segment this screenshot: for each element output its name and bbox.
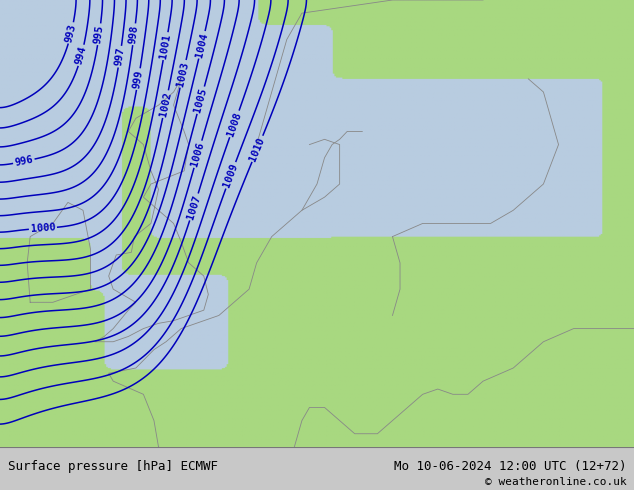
- Text: 1001: 1001: [158, 33, 172, 59]
- Text: 1008: 1008: [226, 110, 243, 137]
- Text: 1002: 1002: [158, 91, 173, 118]
- Text: 997: 997: [113, 47, 126, 67]
- Text: 999: 999: [132, 69, 145, 89]
- Text: 1004: 1004: [194, 31, 210, 58]
- Text: Surface pressure [hPa] ECMWF: Surface pressure [hPa] ECMWF: [8, 460, 217, 473]
- Text: 1007: 1007: [186, 194, 202, 220]
- Text: 1010: 1010: [248, 135, 267, 162]
- Text: 1003: 1003: [176, 61, 191, 87]
- Text: Mo 10-06-2024 12:00 UTC (12+72): Mo 10-06-2024 12:00 UTC (12+72): [394, 460, 626, 473]
- Text: 994: 994: [74, 45, 89, 66]
- Text: 996: 996: [14, 154, 34, 168]
- Text: 993: 993: [64, 23, 78, 43]
- Text: 1009: 1009: [222, 162, 240, 189]
- Text: 1005: 1005: [193, 87, 209, 114]
- Text: 995: 995: [93, 24, 105, 44]
- Text: 1000: 1000: [30, 222, 56, 234]
- Text: 1006: 1006: [190, 141, 206, 168]
- Text: © weatheronline.co.uk: © weatheronline.co.uk: [484, 477, 626, 487]
- Text: 998: 998: [128, 24, 140, 44]
